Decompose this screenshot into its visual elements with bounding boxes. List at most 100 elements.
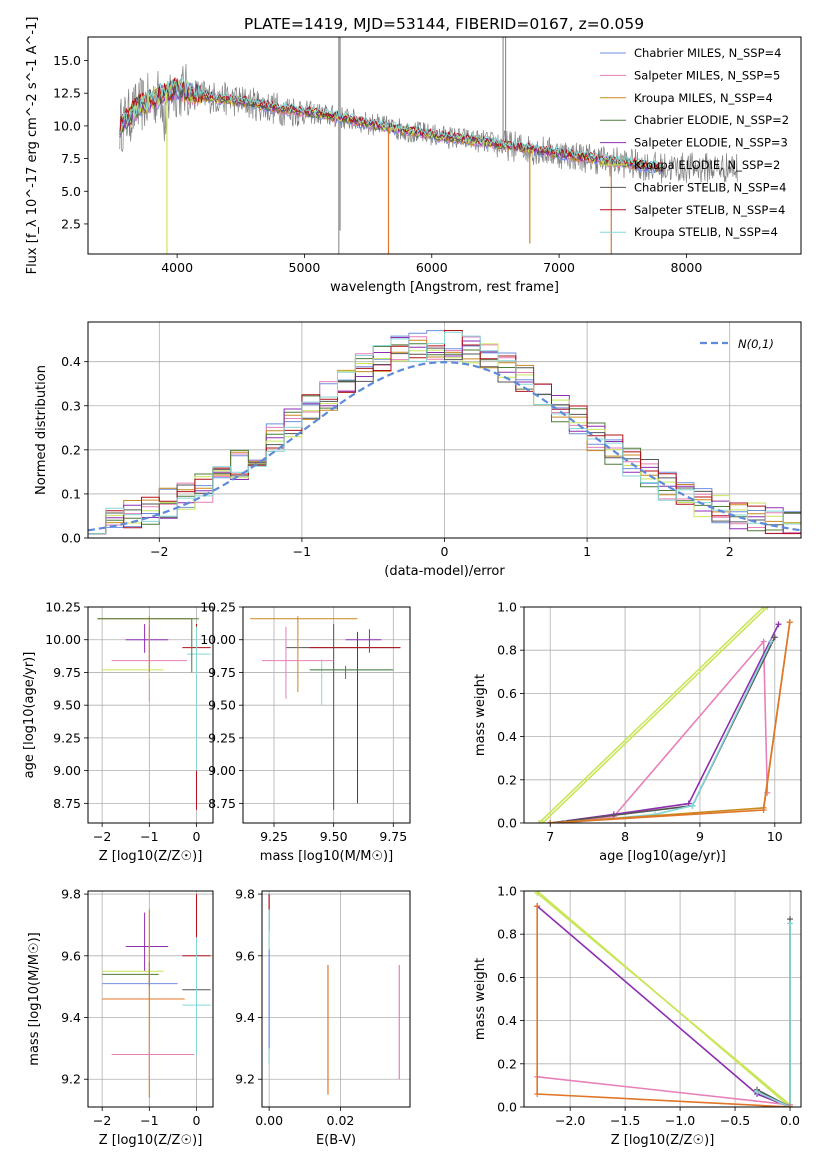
plot-area bbox=[535, 607, 793, 823]
x-tick-label: 8 bbox=[621, 829, 629, 844]
y-tick-label: 9.8 bbox=[235, 887, 255, 902]
axes: 0.00 0.02 9.2 9.4 9.6 9.8 E(B-V) bbox=[235, 887, 356, 1148]
axes: 7 8 9 10 0.0 0.2 0.4 0.6 0.8 1.0 age [log10(age/yr… bbox=[473, 600, 783, 865]
x-tick-label: −1 bbox=[293, 544, 311, 559]
y-tick-label: 9.4 bbox=[61, 1010, 81, 1025]
y-tick-label: 2.5 bbox=[61, 216, 81, 231]
plot-area bbox=[119, 37, 738, 254]
x-axis-label: Z [log10(Z/Z☉)] bbox=[611, 1133, 715, 1148]
axes: −2 −1 0 8.75 9.00 9.25 9.50 9.75 10.00 10.25 Z [lo… bbox=[22, 600, 202, 865]
y-tick-label: 9.6 bbox=[235, 948, 255, 963]
mass-weight-line bbox=[550, 636, 776, 823]
panel-mass-vs-EBV: 0.00 0.02 9.2 9.4 9.6 9.8 E(B-V) bbox=[235, 887, 411, 1148]
mass-weight-marker bbox=[534, 903, 541, 910]
axes-frame bbox=[523, 890, 802, 1108]
y-tick-label: 0.1 bbox=[61, 486, 81, 501]
model-spectrum-line bbox=[119, 76, 662, 168]
mass-weight-marker bbox=[768, 638, 775, 645]
y-tick-label: 8.75 bbox=[53, 796, 81, 811]
mass-weight-marker bbox=[754, 1088, 761, 1095]
panel-age-vs-Z: −2 −1 0 8.75 9.00 9.25 9.50 9.75 10.00 10.25 Z [lo… bbox=[22, 600, 214, 865]
axes-frame bbox=[87, 606, 214, 824]
y-tick-label: 10.00 bbox=[45, 632, 81, 647]
y-tick-label: 0.6 bbox=[497, 686, 517, 701]
grid bbox=[524, 606, 801, 824]
y-tick-label: 9.50 bbox=[208, 698, 236, 713]
x-tick-label: 0.00 bbox=[255, 1113, 283, 1128]
x-tick-label: 0 bbox=[193, 829, 201, 844]
legend-label: N(0,1) bbox=[738, 337, 774, 351]
y-tick-label: 0.3 bbox=[61, 398, 81, 413]
axes: 9.25 9.50 9.75 8.75 9.00 9.25 9.50 9.75 10.00 10.… bbox=[200, 600, 407, 865]
panel-spectrum: 4000 5000 6000 7000 8000 2.5 5.0 7.5 10.0 12.5 15.… bbox=[25, 17, 802, 295]
y-axis-label: Flux [f_λ 10^-17 erg cm^-2 s^-1 A^-1] bbox=[25, 17, 40, 275]
plot-area bbox=[534, 891, 794, 1107]
y-axis-label: age [log10(age/yr)] bbox=[22, 652, 37, 779]
y-tick-label: 9.8 bbox=[61, 887, 81, 902]
axes: −2 −1 0 9.2 9.4 9.6 9.8 Z [log10(Z/Z☉)] mass [lo… bbox=[27, 887, 202, 1148]
x-tick-label: 8000 bbox=[671, 260, 703, 275]
axes-frame bbox=[523, 606, 802, 824]
y-tick-label: 9.4 bbox=[235, 1010, 255, 1025]
legend-label: Salpeter MILES, N_SSP=5 bbox=[634, 68, 780, 82]
grid bbox=[243, 606, 410, 823]
y-axis-label: Normed distribution bbox=[34, 365, 49, 495]
x-tick-label: −2 bbox=[150, 544, 168, 559]
axes-frame bbox=[87, 321, 802, 539]
x-tick-label: 1 bbox=[583, 544, 591, 559]
axes: 4000 5000 6000 7000 8000 2.5 5.0 7.5 10.0 12.5 15.… bbox=[25, 17, 702, 295]
x-axis-label: (data-model)/error bbox=[384, 564, 505, 579]
x-axis-label: E(B-V) bbox=[316, 1133, 356, 1148]
mass-weight-line bbox=[550, 623, 780, 823]
mass-weight-line bbox=[536, 906, 791, 1107]
y-tick-label: 0.0 bbox=[497, 816, 517, 831]
legend-label: Kroupa ELODIE, N_SSP=2 bbox=[634, 158, 780, 172]
mass-weight-line bbox=[537, 1076, 791, 1106]
x-tick-label: 7 bbox=[546, 829, 554, 844]
legend-label: Chabrier STELIB, N_SSP=4 bbox=[634, 180, 786, 194]
legend-label: Chabrier ELODIE, N_SSP=2 bbox=[634, 113, 789, 127]
mass-weight-line bbox=[538, 607, 765, 823]
y-tick-label: 0.2 bbox=[497, 772, 517, 787]
axes-frame bbox=[87, 36, 802, 255]
mass-weight-marker bbox=[539, 820, 546, 823]
x-tick-label: −2.0 bbox=[555, 1113, 585, 1128]
y-tick-label: 9.75 bbox=[53, 665, 81, 680]
mass-weight-marker bbox=[760, 607, 767, 610]
x-tick-label: 6000 bbox=[416, 260, 448, 275]
mass-weight-marker bbox=[562, 820, 569, 823]
panel-mass-weight-vs-age: 7 8 9 10 0.0 0.2 0.4 0.6 0.8 1.0 age [log10(age/yr… bbox=[473, 600, 802, 865]
legend-label: Kroupa MILES, N_SSP=4 bbox=[634, 91, 773, 105]
mass-weight-line bbox=[756, 923, 791, 1107]
x-tick-label: −1.5 bbox=[610, 1113, 640, 1128]
y-tick-label: 0.8 bbox=[497, 927, 517, 942]
x-tick-label: −1 bbox=[140, 1113, 158, 1128]
x-axis-label: Z [log10(Z/Z☉)] bbox=[99, 849, 203, 864]
x-tick-label: −1.0 bbox=[665, 1113, 695, 1128]
y-tick-label: 10.25 bbox=[200, 600, 236, 615]
y-tick-label: 1.0 bbox=[497, 600, 517, 615]
y-tick-label: 0.8 bbox=[497, 643, 517, 658]
mass-weight-line bbox=[536, 905, 791, 1107]
y-tick-label: 0.2 bbox=[497, 1056, 517, 1071]
x-axis-label: mass [log10(M/M☉)] bbox=[260, 849, 393, 864]
x-tick-label: 0 bbox=[193, 1113, 201, 1128]
y-tick-label: 9.00 bbox=[208, 763, 236, 778]
mass-weight-marker bbox=[764, 607, 771, 610]
mass-weight-line bbox=[536, 892, 791, 1106]
legend-label: Chabrier MILES, N_SSP=4 bbox=[634, 46, 781, 60]
legend-label: Salpeter STELIB, N_SSP=4 bbox=[634, 203, 785, 217]
y-axis-label: mass weight bbox=[473, 958, 488, 1040]
y-tick-label: 0.0 bbox=[61, 531, 81, 546]
y-tick-label: 9.25 bbox=[53, 730, 81, 745]
axes: −2 −1 0 1 2 0.0 0.1 0.2 0.3 0.4 (data-model)/error… bbox=[34, 354, 734, 579]
mass-weight-marker bbox=[760, 807, 767, 814]
plot-area bbox=[97, 616, 211, 810]
y-tick-label: 9.2 bbox=[235, 1072, 255, 1087]
y-axis-label: mass weight bbox=[473, 674, 488, 756]
y-tick-label: 9.75 bbox=[208, 665, 236, 680]
mass-weight-marker bbox=[689, 802, 696, 809]
mass-weight-line bbox=[756, 919, 791, 1107]
y-tick-label: 9.6 bbox=[61, 948, 81, 963]
